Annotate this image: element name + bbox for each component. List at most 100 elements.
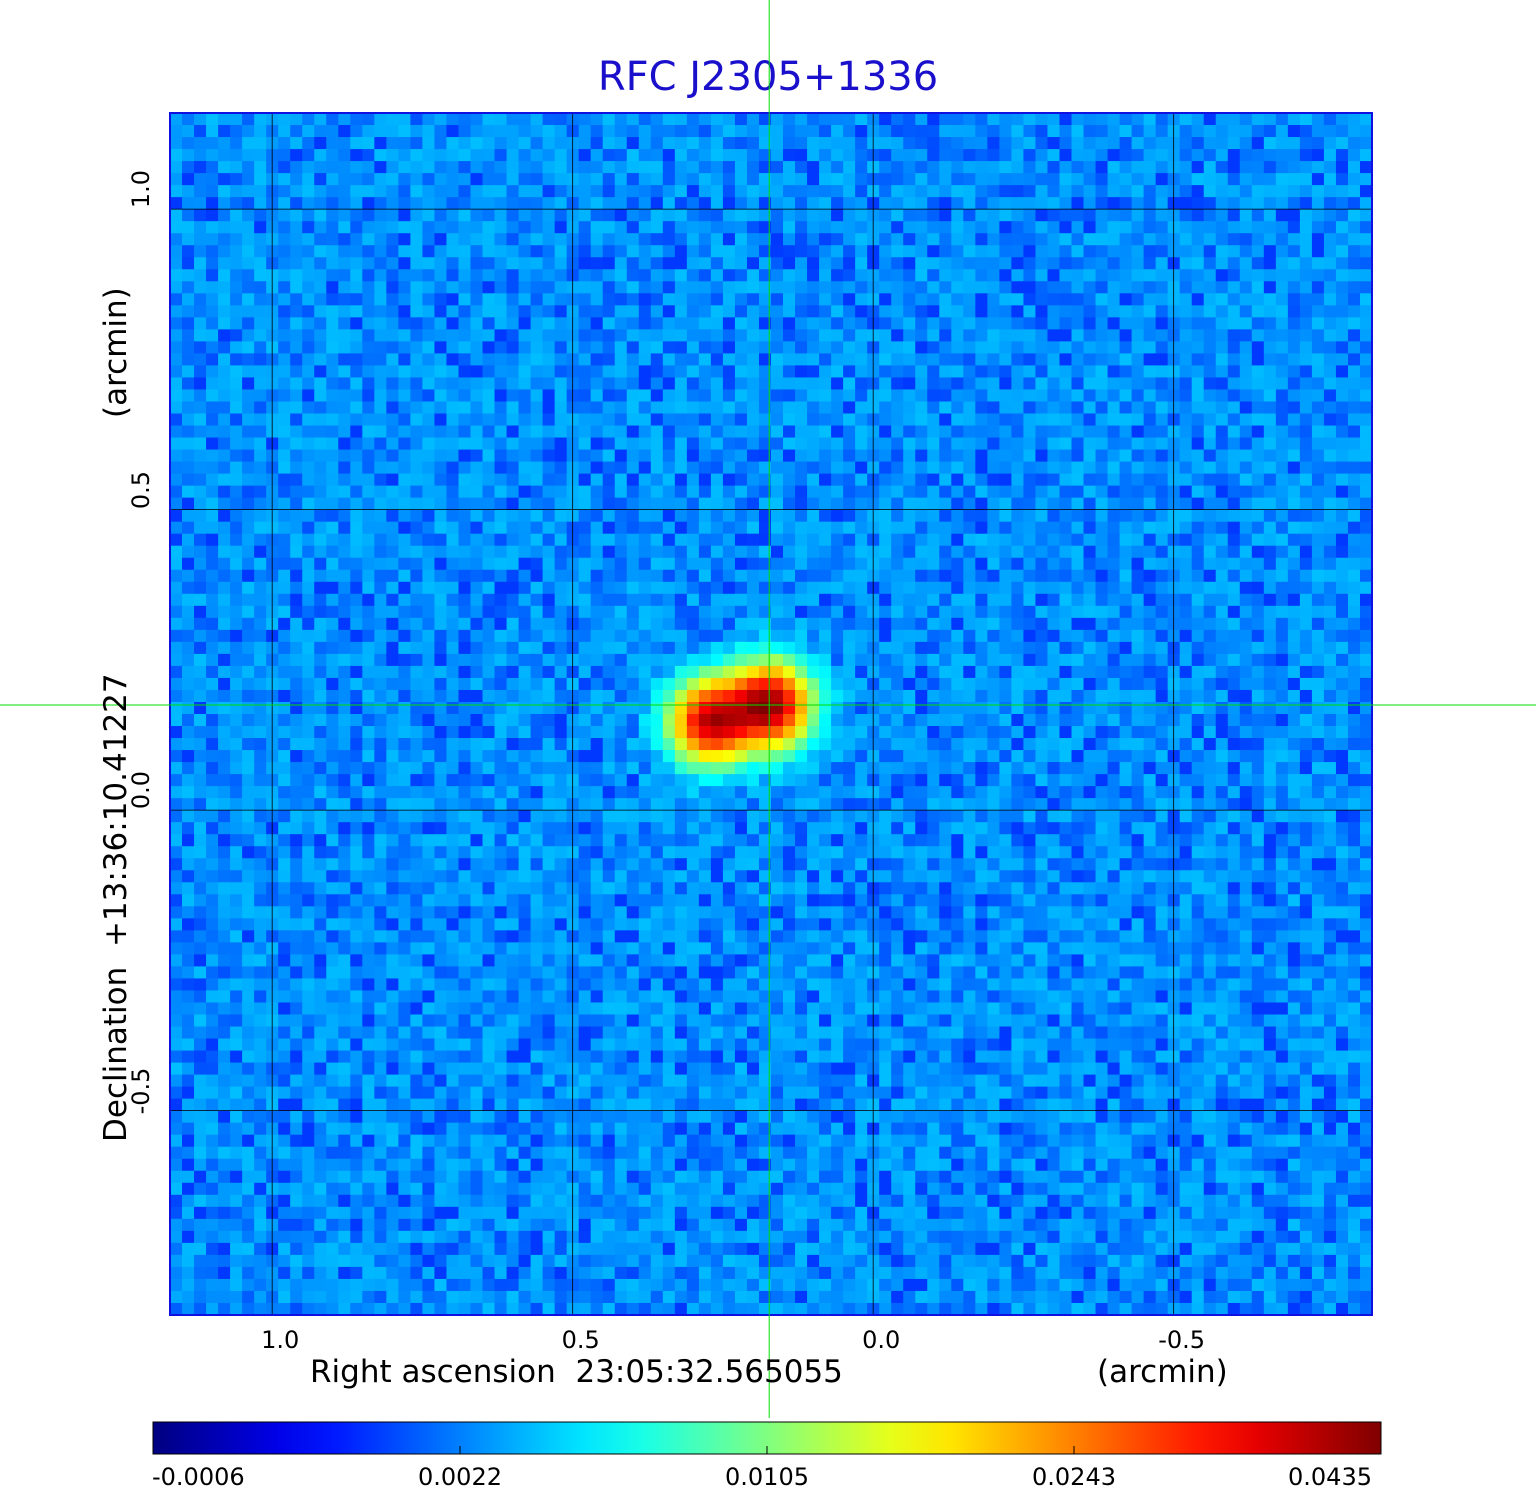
image-pixel	[638, 125, 652, 138]
image-pixel	[662, 317, 676, 330]
image-pixel	[506, 701, 520, 715]
image-pixel	[374, 341, 387, 354]
image-pixel	[758, 185, 772, 198]
image-pixel	[350, 533, 363, 547]
image-pixel	[963, 401, 976, 415]
image-pixel	[1215, 353, 1229, 367]
image-pixel	[1215, 437, 1229, 451]
image-pixel	[1251, 593, 1265, 607]
image-pixel	[206, 149, 219, 162]
image-pixel	[771, 269, 784, 282]
image-pixel	[1119, 581, 1133, 595]
image-pixel	[326, 641, 339, 655]
image-pixel	[1143, 137, 1157, 150]
image-pixel	[602, 233, 616, 246]
image-pixel	[1287, 233, 1301, 246]
image-pixel	[1083, 257, 1097, 270]
image-pixel	[446, 197, 460, 210]
image-pixel	[1239, 257, 1253, 270]
image-pixel	[1071, 389, 1085, 403]
image-pixel	[1083, 521, 1097, 535]
image-pixel	[170, 557, 183, 571]
image-pixel	[1227, 413, 1241, 427]
image-pixel	[987, 545, 1000, 559]
image-pixel	[999, 137, 1012, 150]
image-pixel	[242, 245, 255, 258]
image-pixel	[338, 557, 351, 571]
image-pixel	[290, 665, 303, 679]
image-pixel	[855, 557, 868, 571]
image-pixel	[1143, 497, 1157, 511]
image-pixel	[746, 581, 760, 595]
image-pixel	[1107, 665, 1121, 679]
image-pixel	[1203, 677, 1217, 691]
image-pixel	[242, 593, 255, 607]
image-pixel	[1347, 257, 1361, 270]
image-pixel	[494, 581, 508, 595]
image-pixel	[963, 173, 976, 186]
image-pixel	[290, 605, 303, 619]
image-pixel	[1215, 689, 1229, 703]
image-pixel	[458, 209, 472, 222]
image-pixel	[530, 269, 544, 282]
image-pixel	[819, 365, 832, 379]
image-pixel	[302, 665, 315, 679]
image-pixel	[506, 641, 520, 655]
image-pixel	[1335, 293, 1349, 306]
image-pixel	[722, 509, 736, 523]
image-pixel	[206, 473, 219, 487]
image-pixel	[446, 653, 460, 667]
image-pixel	[758, 377, 772, 391]
image-pixel	[819, 329, 832, 342]
image-pixel	[1119, 137, 1133, 150]
image-pixel	[590, 353, 604, 367]
image-pixel	[710, 689, 724, 703]
image-pixel	[410, 425, 424, 439]
image-pixel	[1035, 329, 1049, 342]
image-pixel	[1071, 137, 1085, 150]
image-pixel	[939, 617, 952, 631]
image-pixel	[530, 305, 544, 318]
image-pixel	[386, 209, 399, 222]
image-pixel	[278, 245, 291, 258]
image-pixel	[927, 497, 940, 511]
image-pixel	[170, 509, 183, 523]
image-pixel	[1179, 305, 1193, 318]
image-pixel	[1191, 581, 1205, 595]
image-pixel	[1191, 125, 1205, 138]
image-pixel	[518, 521, 532, 535]
image-pixel	[1011, 473, 1025, 487]
image-pixel	[843, 509, 856, 523]
image-pixel	[278, 365, 291, 379]
image-pixel	[1251, 257, 1265, 270]
image-pixel	[1035, 173, 1049, 186]
image-pixel	[1227, 593, 1241, 607]
image-pixel	[939, 581, 952, 595]
image-pixel	[1311, 413, 1325, 427]
image-pixel	[1335, 617, 1349, 631]
image-pixel	[1191, 329, 1205, 342]
image-pixel	[218, 425, 231, 439]
image-pixel	[1335, 317, 1349, 330]
image-pixel	[975, 389, 988, 403]
image-pixel	[734, 173, 748, 186]
image-pixel	[1287, 641, 1301, 655]
image-pixel	[963, 245, 976, 258]
image-pixel	[819, 113, 832, 126]
image-pixel	[494, 689, 508, 703]
image-pixel	[1347, 149, 1361, 162]
image-pixel	[578, 317, 592, 330]
image-pixel	[831, 161, 844, 174]
image-pixel	[374, 557, 387, 571]
image-pixel	[963, 641, 976, 655]
image-pixel	[963, 569, 976, 583]
image-pixel	[410, 677, 424, 691]
image-pixel	[891, 125, 904, 138]
image-pixel	[482, 281, 496, 294]
image-pixel	[915, 521, 928, 535]
image-pixel	[206, 641, 219, 655]
image-pixel	[1299, 233, 1313, 246]
image-pixel	[710, 557, 724, 571]
image-pixel	[614, 173, 628, 186]
image-pixel	[590, 545, 604, 559]
